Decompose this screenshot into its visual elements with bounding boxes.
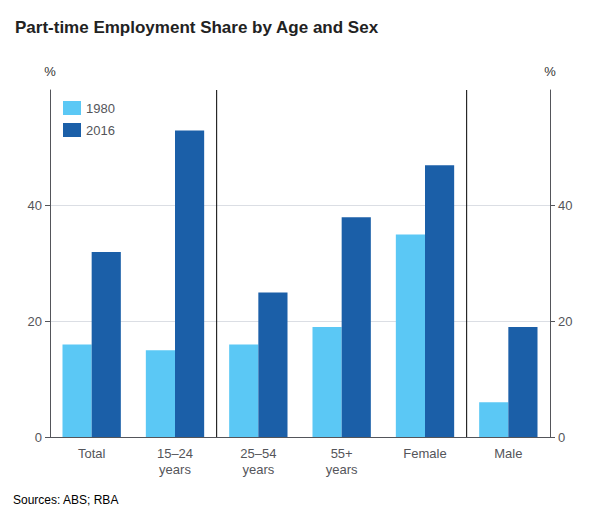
svg-text:years: years [242,462,274,477]
svg-text:Sources: ABS; RBA: Sources: ABS; RBA [13,493,118,507]
svg-text:%: % [44,64,56,79]
svg-text:40: 40 [28,198,42,213]
svg-text:0: 0 [558,430,565,445]
svg-text:years: years [159,462,191,477]
svg-text:15–24: 15–24 [157,446,193,461]
svg-text:%: % [544,64,556,79]
svg-text:40: 40 [558,198,572,213]
svg-text:Female: Female [403,446,446,461]
svg-text:20: 20 [28,314,42,329]
svg-text:2016: 2016 [86,123,115,138]
svg-text:1980: 1980 [86,101,115,116]
svg-text:years: years [326,462,358,477]
svg-text:0: 0 [35,430,42,445]
svg-text:Part-time Employment Share by: Part-time Employment Share by Age and Se… [15,18,379,37]
svg-text:Male: Male [494,446,522,461]
svg-text:Total: Total [78,446,106,461]
svg-text:55+: 55+ [331,446,353,461]
svg-text:25–54: 25–54 [240,446,276,461]
svg-text:20: 20 [558,314,572,329]
